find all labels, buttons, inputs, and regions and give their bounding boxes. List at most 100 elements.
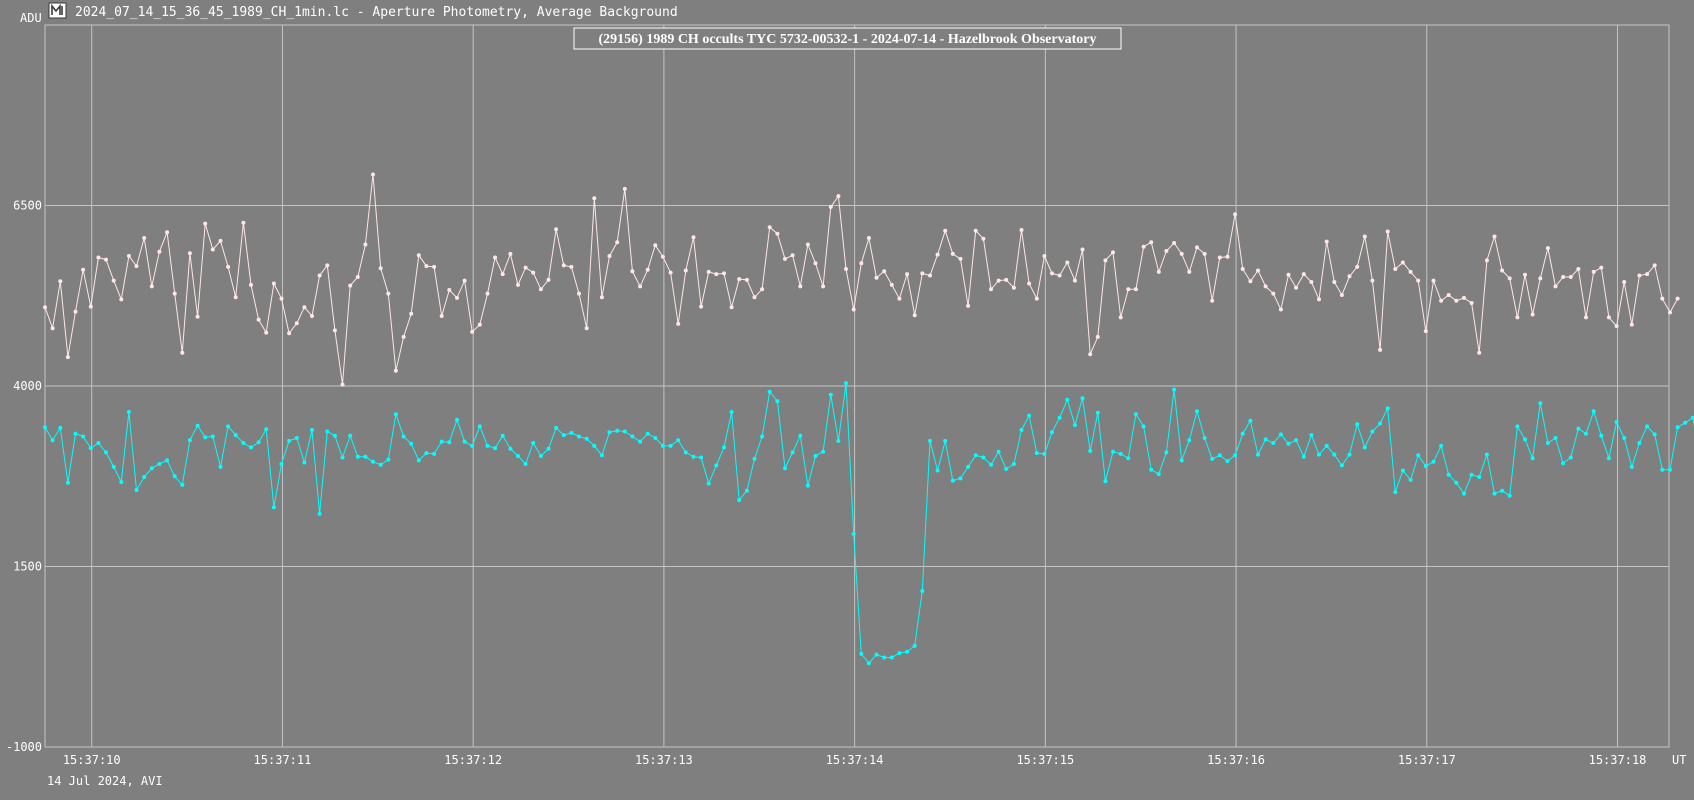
data-point (966, 464, 971, 469)
data-point (1507, 493, 1512, 498)
data-point (1362, 445, 1367, 450)
data-point (65, 355, 70, 360)
data-point (1088, 352, 1093, 357)
data-point (1301, 272, 1306, 277)
data-point (1416, 278, 1421, 283)
data-point (790, 450, 795, 455)
data-point (1195, 245, 1199, 250)
data-point (1492, 491, 1497, 496)
data-point (1095, 410, 1100, 415)
data-point (935, 468, 940, 473)
data-point (1072, 423, 1077, 427)
data-point (1591, 409, 1596, 414)
data-point (630, 269, 635, 274)
data-point (1599, 265, 1604, 270)
data-point (676, 321, 681, 326)
data-point (157, 462, 162, 466)
data-point (149, 284, 154, 289)
data-point (432, 264, 437, 269)
data-point (851, 307, 856, 312)
data-point (187, 438, 192, 443)
data-point (1065, 260, 1070, 265)
data-point (455, 295, 459, 300)
data-point (1309, 433, 1314, 438)
data-point (1370, 278, 1375, 283)
data-point (1423, 464, 1428, 469)
data-point (1225, 459, 1230, 464)
data-point (1042, 451, 1047, 456)
data-point (371, 172, 375, 177)
data-point (874, 275, 879, 280)
data-point (1370, 429, 1375, 434)
data-point (676, 438, 681, 443)
x-tick-label: 15:37:18 (1589, 753, 1647, 767)
data-point (386, 457, 391, 462)
data-point (241, 220, 246, 225)
data-point (310, 314, 314, 318)
data-point (264, 427, 269, 432)
data-point (462, 278, 467, 283)
data-point (1362, 234, 1367, 239)
data-point (104, 257, 108, 262)
data-point (1629, 322, 1634, 327)
data-point (218, 238, 223, 243)
data-point (1606, 456, 1611, 461)
data-point (653, 243, 658, 248)
data-point (1111, 449, 1115, 454)
data-point (279, 462, 284, 466)
series-0 (43, 172, 1680, 387)
data-point (111, 464, 116, 469)
data-point (1065, 397, 1070, 402)
light-curve-app-icon-glyph (51, 3, 63, 15)
data-point (43, 425, 47, 430)
data-point (180, 350, 185, 355)
data-point (1507, 276, 1512, 281)
data-point (1256, 452, 1260, 457)
data-point (897, 296, 902, 301)
data-point (447, 288, 452, 292)
data-point (363, 242, 368, 247)
data-point (416, 458, 421, 463)
data-point (584, 326, 589, 331)
data-point (1454, 298, 1459, 303)
data-point (1469, 301, 1474, 305)
data-point (1050, 271, 1054, 276)
data-point (714, 272, 719, 277)
data-point (722, 271, 726, 276)
data-point (1683, 420, 1688, 425)
data-point (554, 227, 559, 232)
data-point (1019, 228, 1024, 232)
data-point (455, 417, 459, 422)
x-tick-label: 15:37:15 (1016, 753, 1074, 767)
data-point (50, 438, 55, 443)
data-point (1484, 452, 1489, 457)
data-point (1286, 272, 1291, 277)
data-point (538, 454, 543, 458)
data-point (65, 480, 70, 485)
data-point (1004, 277, 1009, 282)
data-point (340, 382, 345, 387)
data-point (1400, 260, 1405, 265)
data-point (744, 277, 749, 282)
data-point (584, 436, 589, 441)
x-tick-label: 15:37:12 (444, 753, 502, 767)
data-point (1240, 267, 1245, 271)
data-point (348, 433, 353, 438)
data-point (859, 261, 864, 266)
data-point (1332, 452, 1337, 457)
window-icon[interactable] (48, 2, 67, 19)
data-point (989, 462, 993, 467)
y-tick-label: 6500 (13, 199, 42, 213)
data-point (1668, 467, 1672, 472)
data-point (889, 282, 894, 287)
data-point (935, 252, 940, 257)
data-point (1126, 456, 1131, 461)
data-point (561, 433, 566, 438)
data-point (538, 287, 543, 292)
data-point (767, 225, 772, 230)
data-point (813, 261, 818, 266)
data-point (1324, 239, 1329, 244)
data-point (203, 221, 208, 226)
data-point (393, 368, 398, 373)
data-point (569, 264, 574, 269)
